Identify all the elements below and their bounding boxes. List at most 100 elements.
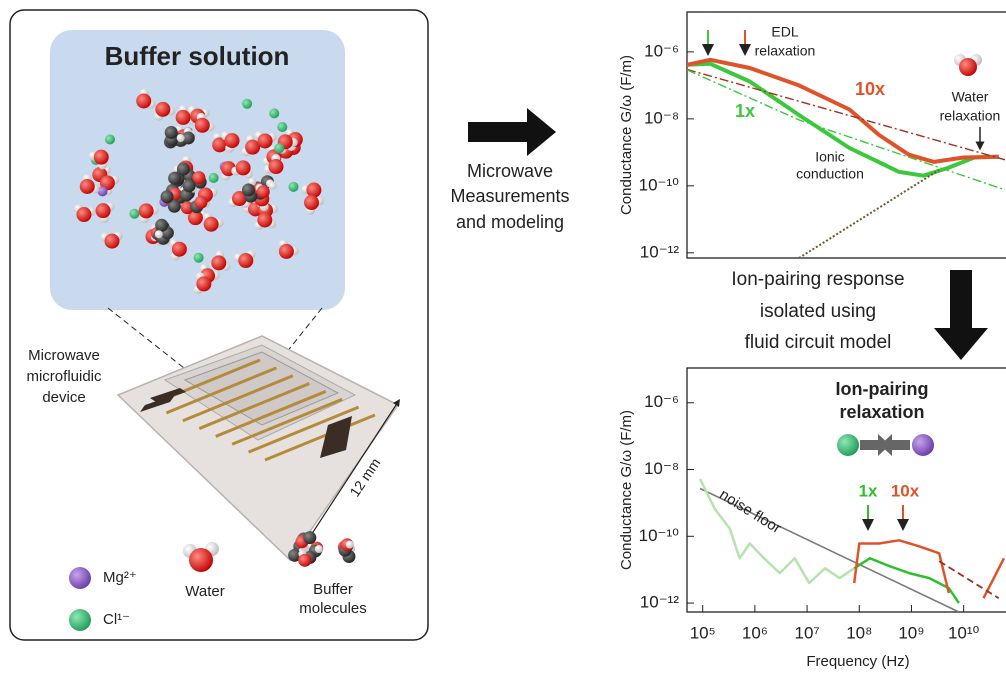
device-label: Microwave	[28, 347, 100, 364]
atom	[211, 255, 226, 270]
atom	[139, 203, 154, 218]
y-tick-label: 10⁻¹²	[640, 242, 680, 261]
atom	[268, 159, 283, 174]
annotation: EDL	[771, 24, 798, 40]
ion	[194, 253, 204, 263]
x-tick-label: 10⁶	[742, 623, 768, 642]
ion	[129, 209, 139, 219]
buffer-label: molecules	[299, 600, 367, 617]
atom	[315, 545, 323, 553]
y-axis-label: Conductance G/ω (F/m)	[618, 410, 635, 570]
ion	[288, 182, 298, 192]
step-text: isolated using	[760, 301, 876, 322]
step-text: and modeling	[456, 212, 564, 232]
y-tick-label: 10⁻⁶	[644, 392, 679, 411]
x-axis-label: Frequency (Hz)	[806, 653, 909, 670]
water-icon	[954, 54, 982, 76]
annotation: Water	[952, 89, 989, 105]
atom	[194, 196, 207, 209]
ion	[277, 122, 287, 132]
device-label: device	[42, 389, 85, 406]
atom	[155, 102, 170, 117]
step-text: Measurements	[450, 186, 569, 206]
atom	[204, 217, 219, 232]
ion	[209, 173, 219, 183]
buffer-label: Buffer	[313, 581, 353, 598]
series-label: 1x	[859, 481, 878, 500]
page: Buffer solution 12 mm Microwave microflu…	[0, 0, 1006, 675]
annotation: relaxation	[940, 108, 1001, 124]
device-label: microfluidic	[26, 368, 102, 385]
annotation: relaxation	[755, 43, 816, 59]
mg-label: Mg²⁺	[103, 569, 137, 586]
series-line	[854, 540, 1004, 598]
annotation: relaxation	[839, 402, 924, 422]
atom	[155, 230, 163, 238]
series-label: 10x	[891, 481, 920, 500]
atom	[242, 183, 255, 196]
y-tick-label: 10⁻¹²	[640, 593, 680, 612]
cl-label: Cl¹⁻	[103, 611, 130, 628]
cl-icon	[69, 609, 91, 631]
y-tick-label: 10⁻¹⁰	[639, 526, 680, 545]
atom	[176, 110, 191, 125]
atom	[172, 242, 187, 257]
x-tick-label: 10¹⁰	[948, 623, 980, 642]
series-label: 1x	[735, 101, 755, 121]
annotation: Ionic	[815, 149, 845, 165]
step-text: Ion-pairing response	[731, 269, 904, 290]
y-tick-label: 10⁻¹⁰	[639, 175, 680, 194]
atom	[257, 213, 272, 228]
step-text: Microwave	[467, 161, 553, 181]
step-text: fluid circuit model	[745, 332, 892, 353]
atom	[304, 195, 319, 210]
ion	[242, 99, 252, 109]
atom	[168, 172, 181, 185]
atom	[105, 234, 120, 249]
y-tick-label: 10⁻⁶	[644, 41, 679, 60]
atom	[96, 203, 111, 218]
atom	[183, 179, 196, 192]
atom	[306, 183, 321, 198]
atom	[136, 93, 151, 108]
atom	[80, 179, 95, 194]
atom	[258, 133, 273, 148]
solution-title: Buffer solution	[105, 41, 290, 71]
x-tick-label: 10⁹	[898, 623, 924, 642]
water-label: Water	[185, 583, 224, 600]
annotation: conduction	[796, 166, 864, 182]
atom	[225, 133, 240, 148]
series-label: noise floor	[716, 486, 784, 537]
mg-icon	[69, 567, 91, 589]
atom	[76, 207, 91, 222]
atom	[94, 150, 109, 165]
ion-pair-icon	[837, 434, 934, 456]
atom	[238, 253, 253, 268]
atom	[257, 185, 270, 198]
atom	[177, 134, 185, 142]
step-arrow	[934, 270, 988, 360]
atom	[346, 541, 354, 549]
atom	[196, 276, 211, 291]
atom	[236, 160, 251, 175]
y-axis-label: Conductance G/ω (F/m)	[618, 55, 635, 215]
step-arrow	[468, 108, 556, 156]
y-tick-label: 10⁻⁸	[644, 108, 679, 127]
x-tick-label: 10⁷	[795, 623, 820, 642]
atom	[161, 190, 174, 203]
atom	[195, 118, 210, 133]
x-tick-label: 10⁵	[690, 623, 716, 642]
series-line	[799, 170, 939, 258]
figure: Buffer solution 12 mm Microwave microflu…	[0, 0, 1006, 675]
ion	[105, 135, 115, 145]
atom	[298, 554, 311, 567]
x-tick-label: 10⁸	[846, 623, 872, 642]
series-label: 10x	[855, 79, 885, 99]
y-tick-label: 10⁻⁸	[644, 459, 679, 478]
plot-frame	[687, 12, 1006, 258]
atom	[269, 182, 277, 190]
annotation: Ion-pairing	[836, 379, 929, 399]
ion	[269, 108, 279, 118]
atom	[155, 219, 168, 232]
atom	[303, 531, 316, 544]
